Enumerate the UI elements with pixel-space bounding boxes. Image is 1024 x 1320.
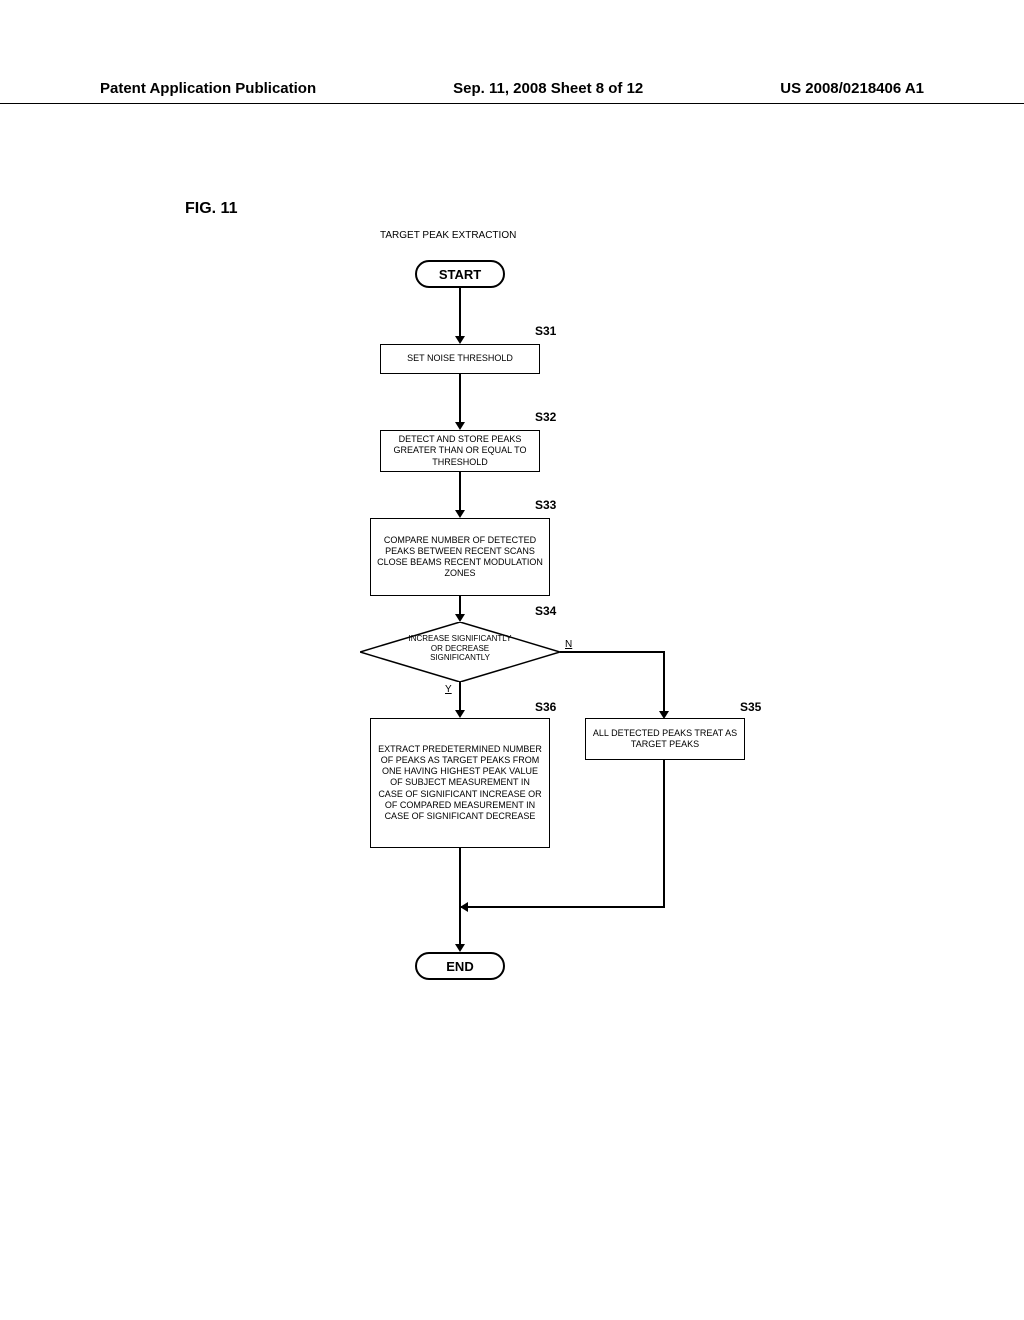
connector [459, 848, 461, 946]
step-label-s31: S31 [535, 324, 556, 338]
end-text: END [446, 959, 473, 974]
process-s32: DETECT AND STORE PEAKS GREATER THAN OR E… [380, 430, 540, 472]
arrow-icon [455, 710, 465, 718]
arrow-icon [455, 422, 465, 430]
step-label-s33: S33 [535, 498, 556, 512]
connector [459, 288, 461, 338]
no-label: N [565, 639, 572, 650]
header-right: US 2008/0218406 A1 [780, 80, 924, 97]
process-s31-text: SET NOISE THRESHOLD [407, 353, 513, 364]
start-text: START [439, 267, 481, 282]
process-s32-text: DETECT AND STORE PEAKS GREATER THAN OR E… [387, 434, 533, 468]
connector [459, 374, 461, 424]
step-label-s35: S35 [740, 700, 761, 714]
arrow-icon [455, 944, 465, 952]
yes-label: Y [445, 684, 452, 695]
process-s35-text: ALL DETECTED PEAKS TREAT AS TARGET PEAKS [592, 728, 738, 751]
process-s33-text: COMPARE NUMBER OF DETECTED PEAKS BETWEEN… [377, 535, 543, 580]
connector [663, 760, 665, 908]
step-label-s34: S34 [535, 604, 556, 618]
connector [459, 682, 461, 712]
arrow-icon [455, 614, 465, 622]
process-s35: ALL DETECTED PEAKS TREAT AS TARGET PEAKS [585, 718, 745, 760]
end-node: END [415, 952, 505, 980]
start-node: START [415, 260, 505, 288]
process-s36-text: EXTRACT PREDETERMINED NUMBER OF PEAKS AS… [377, 744, 543, 823]
diagram-title: TARGET PEAK EXTRACTION [380, 230, 516, 241]
connector [560, 651, 665, 653]
figure-label: FIG. 11 [185, 200, 237, 218]
page-header: Patent Application Publication Sep. 11, … [0, 80, 1024, 104]
arrow-icon [455, 336, 465, 344]
connector [663, 651, 665, 713]
arrow-icon [455, 510, 465, 518]
process-s33: COMPARE NUMBER OF DETECTED PEAKS BETWEEN… [370, 518, 550, 596]
flowchart: START S31 SET NOISE THRESHOLD S32 DETECT… [360, 260, 860, 1090]
header-left: Patent Application Publication [100, 80, 316, 97]
decision-s34: INCREASE SIGNIFICANTLY OR DECREASE SIGNI… [360, 622, 560, 682]
decision-s34-text: INCREASE SIGNIFICANTLY OR DECREASE SIGNI… [405, 634, 515, 663]
connector [459, 596, 461, 616]
step-label-s32: S32 [535, 410, 556, 424]
arrow-icon [460, 902, 468, 912]
step-label-s36: S36 [535, 700, 556, 714]
connector [460, 906, 665, 908]
process-s36: EXTRACT PREDETERMINED NUMBER OF PEAKS AS… [370, 718, 550, 848]
header-center: Sep. 11, 2008 Sheet 8 of 12 [453, 80, 643, 97]
connector [459, 472, 461, 512]
process-s31: SET NOISE THRESHOLD [380, 344, 540, 374]
